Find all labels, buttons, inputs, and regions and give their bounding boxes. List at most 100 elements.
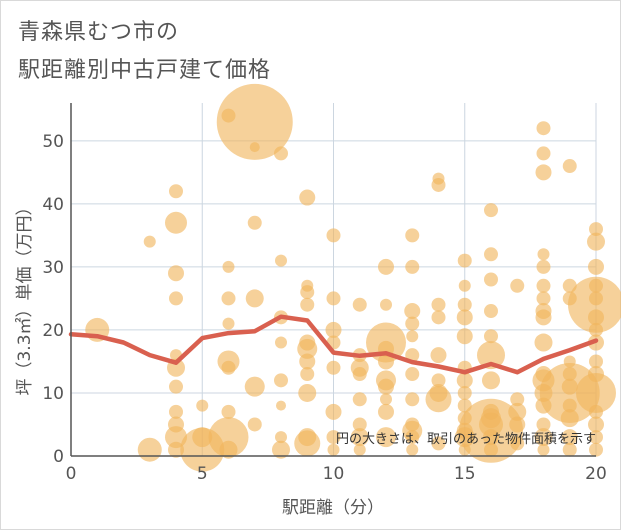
data-bubble [406, 330, 419, 343]
data-bubble [587, 232, 605, 251]
data-bubble [378, 353, 394, 370]
data-bubble [405, 259, 420, 274]
y-tick-label: 40 [42, 195, 64, 215]
data-bubble [352, 367, 367, 382]
data-bubble [484, 329, 498, 344]
data-bubble [537, 248, 550, 261]
x-axis-title: 駅距離（分） [282, 498, 384, 518]
data-bubble [484, 272, 498, 287]
data-bubble [380, 298, 392, 311]
data-bubble [536, 417, 551, 432]
data-bubble [380, 393, 392, 406]
x-tick-label: 10 [323, 464, 345, 484]
data-bubble [378, 258, 394, 275]
data-bubble [221, 291, 236, 306]
data-bubble [272, 440, 290, 459]
data-bubble [588, 258, 604, 275]
data-bubble [458, 279, 471, 292]
data-bubble [169, 291, 183, 306]
data-bubble [484, 203, 498, 218]
data-bubble [589, 430, 603, 445]
data-bubble [457, 253, 472, 268]
data-bubble [222, 317, 235, 330]
data-bubble [534, 333, 553, 352]
data-bubble [326, 430, 341, 445]
data-bubble [169, 404, 183, 419]
data-bubble [216, 83, 293, 160]
data-bubble [589, 442, 603, 457]
data-bubble [508, 402, 527, 421]
data-bubble [378, 403, 394, 420]
data-bubble [457, 297, 472, 312]
data-bubble [353, 443, 366, 456]
data-bubble [405, 367, 420, 382]
data-bubble [326, 228, 341, 243]
data-bubble [275, 336, 287, 349]
data-bubble [509, 416, 526, 433]
data-bubble [484, 442, 498, 457]
axes: 0 5 10 15 20 0 10 20 30 40 50 [42, 103, 607, 484]
data-bubble [299, 189, 316, 206]
y-tick-label: 20 [42, 321, 64, 341]
data-bubble [326, 291, 341, 306]
chart-title-line1: 青森県むつ市の [18, 20, 180, 45]
y-tick-label: 30 [42, 258, 64, 278]
data-bubble [425, 386, 452, 413]
data-bubble [456, 328, 473, 345]
data-bubble [431, 310, 446, 325]
y-tick-label: 0 [53, 447, 64, 467]
data-bubble [431, 177, 446, 192]
data-bubble [562, 442, 577, 457]
data-bubble [536, 291, 551, 306]
data-bubble [560, 409, 579, 428]
data-bubble [275, 431, 287, 444]
data-bubble [221, 404, 236, 419]
data-bubble [536, 278, 551, 293]
data-bubble [456, 372, 473, 389]
data-bubble [276, 400, 286, 411]
y-tick-label: 10 [42, 384, 64, 404]
data-bubble [431, 436, 446, 451]
data-bubble [405, 392, 420, 407]
data-bubble [431, 373, 446, 388]
data-bubble [221, 360, 236, 375]
data-bubble [275, 254, 287, 267]
bubble-layer [85, 83, 621, 472]
data-bubble [457, 385, 472, 400]
data-bubble [535, 164, 552, 181]
data-bubble [588, 309, 604, 326]
chart-title-line2: 駅距離別中古戸建て価格 [18, 58, 272, 83]
data-bubble [168, 441, 184, 458]
data-bubble [536, 146, 551, 161]
data-bubble [537, 443, 550, 456]
data-bubble [405, 430, 420, 445]
data-bubble [196, 399, 209, 412]
data-bubble [245, 289, 264, 308]
data-bubble [536, 121, 551, 136]
data-bubble [431, 297, 446, 312]
data-bubble [484, 304, 498, 319]
data-bubble [589, 404, 603, 419]
data-bubble [300, 367, 315, 382]
data-bubble [406, 443, 419, 456]
data-bubble [562, 159, 577, 174]
x-tick-label: 0 [66, 464, 77, 484]
data-bubble [168, 265, 184, 282]
data-bubble [352, 392, 367, 407]
data-bubble [352, 297, 367, 312]
data-bubble [568, 276, 621, 333]
data-bubble [352, 417, 367, 432]
data-bubble [219, 440, 238, 459]
x-tick-label: 20 [585, 464, 607, 484]
data-bubble [249, 142, 260, 153]
data-bubble [562, 398, 577, 413]
data-bubble [165, 211, 187, 234]
data-bubble [137, 437, 162, 462]
data-bubble [510, 392, 525, 407]
data-bubble [325, 321, 342, 338]
x-tick-label: 15 [454, 464, 476, 484]
data-bubble [297, 338, 318, 359]
trend-line-layer [68, 314, 599, 375]
data-bubble [350, 428, 369, 447]
data-bubble [589, 322, 603, 337]
